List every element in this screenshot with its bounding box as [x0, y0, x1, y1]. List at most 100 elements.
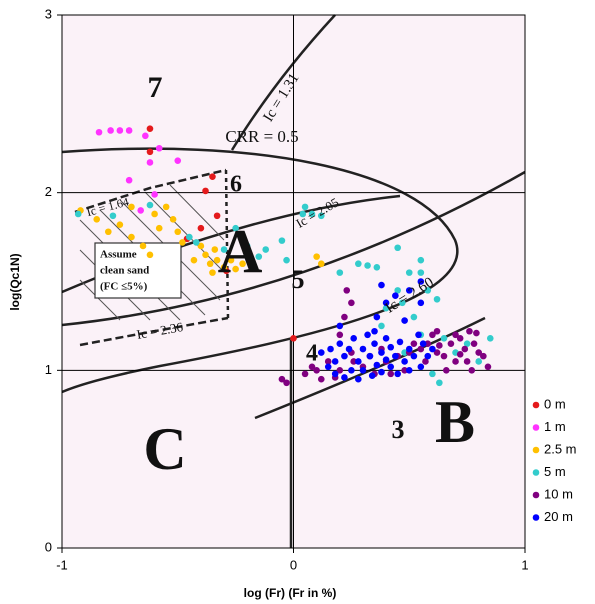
data-point: [429, 345, 436, 353]
data-point: [331, 370, 339, 378]
data-point: [336, 331, 344, 339]
zone-label: C: [143, 416, 186, 482]
data-point: [308, 210, 316, 218]
legend-label: 10 m: [544, 486, 573, 501]
data-point: [355, 260, 362, 268]
zone-label: 5: [292, 265, 305, 294]
data-point: [392, 352, 399, 360]
data-point: [211, 246, 219, 253]
data-point: [373, 361, 381, 369]
data-point: [364, 262, 371, 269]
data-point: [422, 358, 429, 365]
zone-label: 6: [230, 172, 242, 198]
data-point: [324, 358, 332, 365]
data-point: [186, 233, 193, 241]
data-point: [373, 313, 381, 321]
data-point: [174, 157, 182, 164]
data-point: [348, 299, 355, 307]
legend-marker: [532, 446, 540, 454]
data-point: [190, 256, 198, 264]
data-point: [331, 358, 339, 365]
data-point: [461, 345, 469, 353]
data-point: [139, 242, 147, 250]
data-point: [95, 128, 103, 136]
data-point: [405, 367, 413, 374]
data-point: [343, 287, 351, 294]
data-point: [405, 287, 413, 294]
data-point: [429, 331, 436, 339]
data-point: [396, 338, 404, 346]
data-point: [401, 367, 408, 374]
data-point: [232, 224, 239, 232]
data-point: [248, 263, 256, 271]
data-point: [433, 295, 441, 303]
data-point: [394, 370, 401, 378]
data-point: [442, 367, 450, 374]
data-point: [387, 363, 395, 371]
data-point: [394, 287, 401, 294]
data-point: [146, 148, 154, 156]
x-tick-label: -1: [56, 557, 68, 572]
data-point: [436, 342, 443, 349]
data-point: [278, 237, 286, 244]
data-point: [378, 322, 385, 330]
data-point: [436, 379, 443, 387]
data-point: [486, 335, 494, 342]
data-point: [213, 256, 221, 264]
note-text: clean sand: [100, 265, 149, 277]
data-point: [466, 327, 473, 335]
data-point: [341, 313, 348, 321]
data-point: [209, 173, 216, 180]
data-point: [109, 212, 117, 220]
zone-label: A: [218, 218, 263, 286]
data-point: [364, 331, 371, 339]
legend-marker: [532, 514, 540, 521]
data-point: [255, 253, 263, 260]
data-point: [327, 345, 334, 353]
data-point: [355, 375, 362, 383]
data-point: [387, 343, 395, 351]
data-point: [410, 340, 418, 347]
data-point: [429, 370, 436, 378]
data-point: [410, 352, 418, 360]
data-point: [475, 358, 483, 365]
y-tick-label: 1: [45, 362, 52, 377]
data-point: [456, 335, 464, 342]
y-tick-label: 2: [45, 184, 52, 199]
legend-marker: [532, 469, 540, 476]
soil-zone-diagram: [61, 14, 526, 548]
data-point: [93, 216, 101, 223]
data-point: [475, 349, 483, 356]
legend-label: 20 m: [544, 509, 573, 524]
data-point: [243, 242, 251, 250]
data-point: [447, 340, 455, 347]
data-point: [452, 358, 459, 365]
data-point: [324, 363, 332, 371]
data-point: [239, 260, 246, 268]
data-point: [301, 203, 309, 211]
data-point: [105, 228, 112, 236]
data-point: [401, 358, 408, 365]
data-point: [317, 260, 325, 268]
zone-label: 4: [306, 341, 318, 367]
data-point: [456, 351, 464, 358]
data-point: [283, 379, 290, 387]
legend-label: 0 m: [544, 396, 566, 411]
data-point: [206, 260, 214, 268]
data-point: [366, 352, 374, 360]
data-point: [290, 335, 297, 342]
data-point: [359, 367, 367, 374]
data-point: [371, 327, 378, 335]
data-point: [419, 340, 427, 347]
x-tick-label: 0: [290, 557, 297, 572]
data-point: [283, 256, 290, 264]
data-point: [116, 221, 124, 228]
data-point: [162, 203, 170, 211]
data-point: [74, 210, 82, 218]
data-point: [155, 224, 163, 232]
data-point: [336, 367, 344, 374]
data-point: [336, 340, 344, 347]
data-point: [359, 345, 367, 353]
data-point: [415, 331, 422, 339]
data-point: [394, 244, 401, 252]
